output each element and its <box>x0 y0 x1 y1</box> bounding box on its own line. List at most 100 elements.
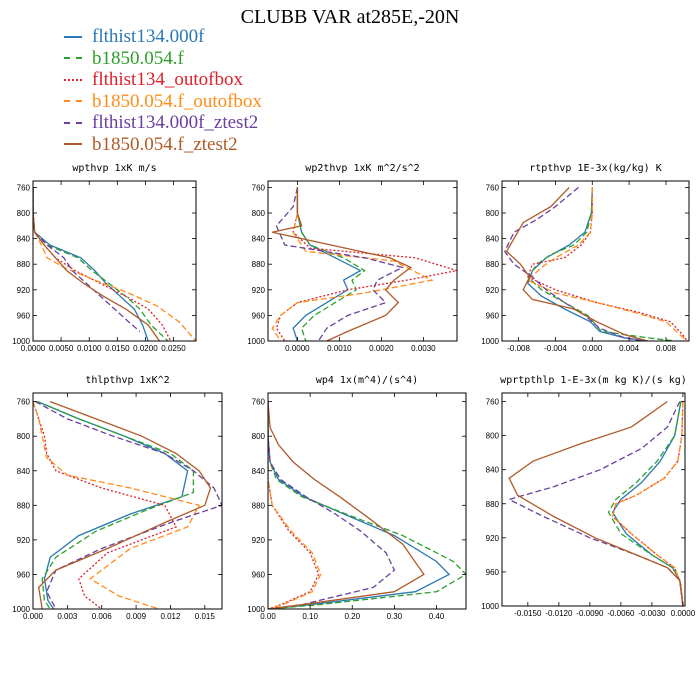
legend-item: flthist134_outofbox <box>64 69 262 91</box>
y-tick-label: 960 <box>252 311 266 320</box>
series-line <box>526 187 688 341</box>
x-tick-label: -0.004 <box>544 344 567 353</box>
plot-frame <box>32 392 223 610</box>
y-tick-label: 1000 <box>12 605 30 614</box>
x-tick-label: 0.008 <box>656 344 677 353</box>
plot-frame <box>501 392 686 607</box>
x-tick-label: 0.0050 <box>49 344 74 353</box>
y-tick-label: 920 <box>17 536 31 545</box>
y-tick-label: 960 <box>486 568 500 577</box>
legend: flthist134.000f b1850.054.f flthist134_out… <box>64 26 262 155</box>
series-line <box>268 401 466 609</box>
y-tick-label: 1000 <box>481 602 499 611</box>
legend-label: b1850.054.f_ztest2 <box>92 133 238 155</box>
y-tick-label: 1000 <box>247 605 265 614</box>
chart-panel: thlpthvp 1xK^276080084088092096010000.00… <box>12 375 223 621</box>
series-line <box>33 187 161 341</box>
x-tick-label: -0.0120 <box>545 609 573 618</box>
legend-item: flthist134.000f_ztest2 <box>64 112 262 134</box>
series-group <box>504 186 688 341</box>
series-line <box>271 187 434 341</box>
series-line <box>34 401 222 609</box>
legend-swatch <box>64 121 82 124</box>
x-tick-label: -0.0030 <box>638 609 666 618</box>
chart-title: thlpthvp 1xK^2 <box>85 375 169 386</box>
legend-swatch <box>64 78 82 81</box>
legend-item: b1850.054.f_ztest2 <box>64 134 262 156</box>
series-line <box>268 401 425 609</box>
x-tick-label: 0.015 <box>195 612 216 621</box>
series-line <box>296 187 366 341</box>
x-tick-label: -0.0150 <box>514 609 542 618</box>
legend-item: flthist134.000f <box>64 26 262 48</box>
chart-title: wpthvp 1xK m/s <box>72 163 156 174</box>
y-tick-label: 800 <box>17 209 31 218</box>
y-tick-label: 960 <box>17 311 31 320</box>
y-tick-label: 840 <box>17 235 31 244</box>
series-line <box>33 401 178 609</box>
series-line <box>33 401 201 609</box>
y-tick-label: 880 <box>486 260 500 269</box>
series-line <box>611 401 684 606</box>
plot-frame <box>267 180 458 342</box>
series-line <box>268 401 320 609</box>
series-line <box>505 186 648 341</box>
y-tick-label: 800 <box>17 432 31 441</box>
series-line <box>272 187 413 341</box>
chart-title: rtpthvp 1E-3x(kg/kg) K <box>529 163 661 174</box>
legend-label: flthist134.000f_ztest2 <box>92 112 259 133</box>
series-line <box>611 401 684 606</box>
chart-panel: wprtpthlp 1-E-3x(m kg K)/(s kg) 760 800 840… <box>481 375 696 618</box>
x-tick-label: 0.0200 <box>133 344 158 353</box>
chart-panel: rtpthvp 1E-3x(kg/kg) K 760 800 840 880 920 960… <box>481 163 690 353</box>
series-group <box>271 187 457 341</box>
y-tick-label: 840 <box>486 235 500 244</box>
x-tick-label: 0.20 <box>344 612 360 621</box>
series-line <box>33 187 169 341</box>
y-tick-label: 960 <box>486 311 500 320</box>
y-tick-label: 960 <box>17 570 31 579</box>
y-tick-label: 880 <box>17 260 31 269</box>
y-tick-label: 960 <box>252 570 266 579</box>
y-tick-label: 800 <box>252 432 266 441</box>
series-line <box>37 401 189 609</box>
y-tick-label: 840 <box>17 467 31 476</box>
x-tick-label: 0.0020 <box>369 344 394 353</box>
y-tick-label: 920 <box>486 534 500 543</box>
y-tick-label: 920 <box>486 286 500 295</box>
legend-label: b1850.054.f_outofbox <box>92 90 262 112</box>
y-tick-label: 760 <box>252 183 266 192</box>
series-line <box>38 400 212 609</box>
x-tick-label: 0.10 <box>302 612 318 621</box>
legend-swatch <box>64 143 82 146</box>
series-line <box>607 401 684 606</box>
chart-panel: wp2thvp 1xK m^2/s^2 760 800 840 880 920 960 100… <box>247 163 458 353</box>
series-line <box>611 401 684 606</box>
y-tick-label: 880 <box>252 501 266 510</box>
y-tick-label: 840 <box>252 235 266 244</box>
x-tick-label: 0.00 <box>260 612 276 621</box>
x-tick-label: 0.000 <box>582 344 603 353</box>
y-tick-label: 1000 <box>247 337 265 346</box>
legend-label: b1850.054.f <box>92 47 184 69</box>
y-tick-label: 760 <box>17 398 31 407</box>
y-tick-label: 800 <box>252 209 266 218</box>
y-tick-label: 1000 <box>481 337 499 346</box>
legend-label: flthist134.000f <box>92 26 205 47</box>
x-tick-label: 0.0150 <box>105 344 130 353</box>
series-line <box>292 187 362 341</box>
series-line <box>268 401 322 609</box>
y-tick-label: 880 <box>252 260 266 269</box>
chart-title: wp4 1x(m^4)/(s^4) <box>316 375 418 386</box>
y-tick-label: 920 <box>252 536 266 545</box>
plot-frame <box>501 180 690 342</box>
legend-swatch <box>64 100 82 103</box>
series-line <box>504 186 644 341</box>
y-tick-label: 840 <box>486 466 500 475</box>
y-tick-label: 880 <box>17 501 31 510</box>
y-tick-label: 800 <box>486 209 500 218</box>
page-title: CLUBB VAR at285E,-20N <box>240 6 460 28</box>
x-tick-label: -0.0090 <box>576 609 604 618</box>
series-line <box>526 187 688 341</box>
